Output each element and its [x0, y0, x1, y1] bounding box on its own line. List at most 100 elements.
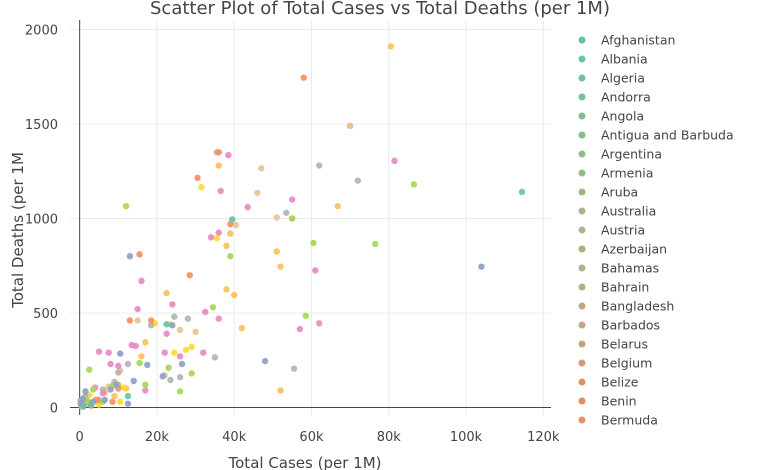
data-point: [163, 330, 170, 337]
legend-label: Albania: [601, 52, 648, 67]
legend-marker: [578, 340, 586, 348]
legend-item[interactable]: Aruba: [578, 185, 639, 200]
data-point: [211, 354, 219, 361]
legend-item[interactable]: Azerbaijan: [578, 242, 668, 257]
legend-label: Aruba: [601, 185, 638, 200]
data-point: [300, 74, 307, 81]
data-point: [176, 326, 184, 334]
legend-item[interactable]: Argentina: [578, 147, 662, 162]
data-point: [261, 357, 269, 365]
legend-item[interactable]: Barbados: [578, 318, 661, 333]
data-point: [142, 387, 149, 394]
data-point: [207, 234, 215, 241]
data-point: [223, 286, 230, 293]
legend-item[interactable]: Afghanistan: [578, 33, 676, 48]
legend-marker: [578, 245, 586, 253]
legend-marker: [578, 264, 586, 272]
data-point: [230, 291, 238, 299]
legend-item[interactable]: Benin: [578, 394, 637, 409]
legend-item[interactable]: Albania: [578, 52, 648, 67]
data-point: [176, 388, 184, 395]
y-tick-label: 500: [33, 307, 58, 322]
legend-marker: [578, 416, 586, 424]
legend-label: Azerbaijan: [601, 242, 667, 257]
data-point: [387, 43, 394, 50]
legend-label: Benin: [601, 394, 637, 409]
data-point: [354, 177, 362, 184]
legend-item[interactable]: Andorra: [578, 90, 651, 105]
data-point: [107, 386, 114, 393]
legend-item[interactable]: Australia: [578, 204, 657, 219]
legend-item[interactable]: Belarus: [578, 337, 648, 352]
legend-label: Belarus: [601, 337, 648, 352]
legend-marker: [578, 74, 586, 82]
x-tick-label: 60k: [299, 430, 324, 445]
data-point: [288, 215, 296, 222]
data-point: [217, 187, 224, 195]
data-point: [225, 151, 232, 159]
data-point: [223, 242, 230, 250]
chart-title: Scatter Plot of Total Cases vs Total Dea…: [150, 0, 610, 19]
data-point: [410, 181, 418, 188]
data-point: [117, 350, 124, 357]
legend-item[interactable]: Austria: [578, 223, 646, 238]
data-point: [277, 263, 284, 270]
y-tick-label: 1000: [25, 212, 58, 227]
data-point: [178, 360, 186, 368]
data-point: [302, 312, 309, 319]
data-point: [163, 321, 170, 328]
legend-label: Bangladesh: [601, 299, 674, 314]
data-point: [128, 341, 136, 349]
legend-marker: [578, 169, 586, 177]
legend-item[interactable]: Belgium: [578, 356, 653, 371]
data-point: [113, 381, 120, 388]
legend-label: Belize: [601, 375, 639, 390]
legend-item[interactable]: Antigua and Barbuda: [578, 128, 734, 143]
axes: 0 20k 40k 60k 80k 100k 120k 0 500 1000 1500 2000: [25, 20, 560, 445]
data-point: [312, 267, 319, 274]
legend-label: Armenia: [601, 166, 653, 181]
legend-label: Belgium: [601, 356, 652, 371]
data-point: [229, 216, 236, 223]
data-points: [77, 43, 526, 410]
data-point: [296, 325, 304, 333]
data-point: [213, 235, 221, 242]
legend-marker: [578, 378, 586, 386]
data-point: [169, 301, 176, 308]
data-point: [391, 157, 398, 165]
data-point: [171, 349, 178, 356]
legend-marker: [578, 93, 586, 101]
legend-label: Bahrain: [601, 280, 649, 295]
data-point: [277, 387, 284, 394]
legend-item[interactable]: Algeria: [578, 71, 645, 86]
legend-item[interactable]: Armenia: [578, 166, 654, 181]
data-point: [188, 343, 195, 351]
legend-label: Andorra: [601, 90, 651, 105]
data-point: [227, 230, 234, 237]
data-point: [227, 253, 234, 260]
data-point: [122, 202, 130, 210]
legend-marker: [578, 207, 586, 215]
grid-lines: [70, 20, 551, 415]
data-point: [124, 400, 132, 407]
legend-item[interactable]: Belize: [578, 375, 639, 390]
data-point: [111, 392, 118, 400]
legend-marker: [578, 112, 586, 120]
data-point: [372, 240, 379, 248]
data-point: [134, 305, 141, 313]
data-point: [147, 317, 155, 324]
data-point: [215, 149, 222, 156]
legend-item[interactable]: Bangladesh: [578, 299, 675, 314]
data-point: [120, 384, 128, 391]
legend-item[interactable]: Bahamas: [578, 261, 660, 276]
x-tick-label: 120k: [527, 430, 560, 445]
legend-marker: [578, 188, 586, 196]
legend-label: Afghanistan: [601, 33, 675, 48]
data-point: [258, 165, 265, 172]
legend-label: Antigua and Barbuda: [601, 128, 734, 143]
legend-item[interactable]: Angola: [578, 109, 645, 124]
data-point: [215, 162, 222, 169]
legend-item[interactable]: Bahrain: [578, 280, 650, 295]
legend-item[interactable]: Bermuda: [578, 413, 658, 428]
